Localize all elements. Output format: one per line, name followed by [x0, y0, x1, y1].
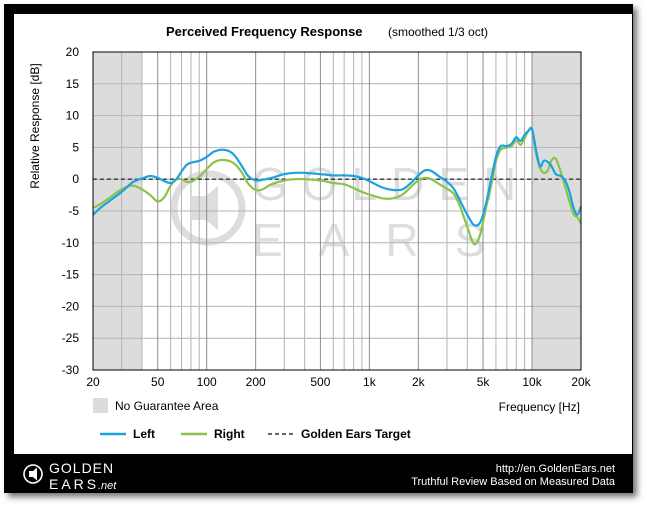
chart: Perceived Frequency Response (smoothed 1…: [28, 24, 592, 441]
x-tick-label: 10k: [522, 375, 542, 389]
logo-suffix: .net: [98, 480, 117, 492]
y-tick-label: -15: [62, 268, 80, 282]
x-axis-label: Frequency [Hz]: [499, 400, 580, 414]
y-tick-label: 0: [72, 172, 79, 186]
y-tick-label: 10: [66, 109, 80, 123]
footer-logo: GOLDEN EARS .net: [23, 460, 117, 492]
y-tick-label: 5: [72, 140, 79, 154]
y-tick-label: -25: [62, 331, 80, 345]
y-tick-label: -5: [68, 204, 79, 218]
legend-label-golden-ears-target: Golden Ears Target: [301, 427, 411, 441]
y-tick-label: -10: [62, 236, 80, 250]
series-lines: [92, 126, 583, 246]
legend-label-left: Left: [133, 427, 155, 441]
legend-label-right: Right: [214, 427, 245, 441]
watermark: GOLDEN EARS: [170, 158, 530, 266]
y-axis-label: Relative Response [dB]: [28, 63, 42, 188]
legend: Left Right Golden Ears Target: [100, 427, 411, 441]
no-guarantee-swatch: [93, 398, 108, 413]
watermark-line2: EARS: [252, 214, 521, 266]
x-tick-label: 20: [86, 375, 100, 389]
logo-line1: GOLDEN: [49, 460, 114, 476]
series-line-left: [92, 126, 583, 227]
footer-tagline: Truthful Review Based on Measured Data: [411, 476, 615, 488]
x-tick-label: 200: [246, 375, 266, 389]
watermark-line1: GOLDEN: [252, 158, 530, 210]
logo-ear-icon: [23, 464, 43, 484]
footer-text: http://en.GoldenEars.net Truthful Review…: [411, 463, 615, 489]
x-tick-labels: 20 50 100 200 500 1k 2k 5k 10k 20k: [86, 375, 591, 389]
grid: [92, 51, 582, 371]
x-tick-label: 50: [151, 375, 165, 389]
y-tick-label: -20: [62, 299, 80, 313]
logo-line2: EARS: [49, 476, 99, 492]
x-tick-label: 100: [197, 375, 217, 389]
y-tick-label: 20: [66, 45, 80, 59]
logo-speaker-icon: [29, 467, 37, 481]
x-tick-label: 20k: [571, 375, 591, 389]
chart-panel: Perceived Frequency Response (smoothed 1…: [14, 14, 632, 454]
plot-border: [92, 51, 582, 371]
x-tick-label: 5k: [477, 375, 491, 389]
footer-url[interactable]: http://en.GoldenEars.net: [495, 463, 615, 475]
y-tick-label: 15: [66, 77, 80, 91]
chart-subtitle: (smoothed 1/3 oct): [388, 25, 488, 39]
x-tick-label: 500: [310, 375, 330, 389]
chart-title: Perceived Frequency Response: [166, 24, 363, 39]
y-tick-label: -30: [62, 363, 80, 377]
x-tick-label: 2k: [412, 375, 426, 389]
no-guarantee-label: No Guarantee Area: [115, 399, 219, 413]
y-tick-labels: 20 15 10 5 0 -5 -10 -15 -20 -25 -30: [62, 45, 80, 377]
x-tick-label: 1k: [363, 375, 377, 389]
chart-frame: Perceived Frequency Response (smoothed 1…: [4, 4, 633, 493]
